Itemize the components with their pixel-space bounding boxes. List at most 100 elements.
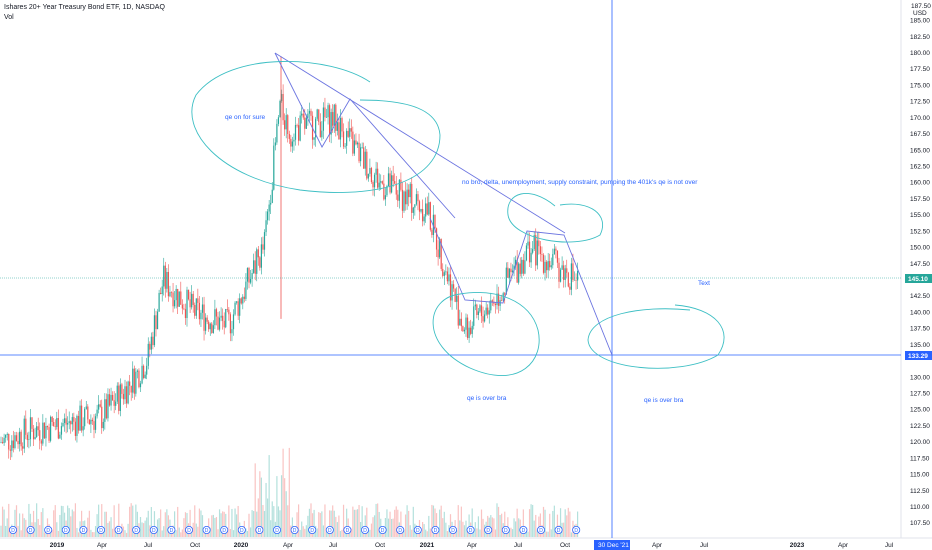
- volume-bar: [542, 506, 545, 537]
- dividend-marker[interactable]: D: [343, 526, 352, 535]
- volume-bar: [39, 525, 41, 537]
- time-tick: Apr: [467, 542, 478, 549]
- dividend-marker[interactable]: D: [572, 526, 581, 535]
- volume-bar: [319, 512, 321, 537]
- time-axis[interactable]: 2019 Apr Jul Oct 2020 Apr Jul Oct 2021 Apr Jul Oct A…: [50, 542, 894, 549]
- candle: [146, 357, 148, 380]
- candle: [156, 308, 159, 330]
- candle: [177, 288, 179, 315]
- volume-bar: [471, 508, 473, 537]
- candle: [394, 173, 396, 184]
- candle: [558, 257, 560, 289]
- volume-bar: [161, 530, 163, 537]
- candle: [45, 417, 47, 447]
- dividend-marker[interactable]: D: [308, 526, 317, 535]
- volume-bar: [567, 507, 569, 537]
- ellipse-bottom[interactable]: [432, 292, 540, 377]
- dividend-marker[interactable]: D: [519, 526, 528, 535]
- annotation-qe-over-1[interactable]: qe is over bra: [467, 395, 507, 402]
- volume-bar: [457, 505, 459, 537]
- ellipse-mid[interactable]: [507, 193, 603, 243]
- volume-bar: [392, 518, 394, 537]
- dividend-marker[interactable]: D: [448, 526, 457, 535]
- annotation-qe-over-2[interactable]: qe is over bra: [644, 397, 684, 404]
- annotation-qe-on[interactable]: qe on for sure: [225, 114, 265, 121]
- dividend-marker[interactable]: D: [114, 526, 123, 535]
- annotation-no-bro[interactable]: no bro, delta, unemployment, supply cons…: [462, 179, 698, 186]
- dividend-marker[interactable]: D: [132, 526, 141, 535]
- dividend-marker[interactable]: D: [149, 526, 158, 535]
- dividend-marker[interactable]: D: [413, 526, 422, 535]
- freehand-drawings[interactable]: [191, 60, 725, 377]
- dividend-marker[interactable]: D: [202, 526, 211, 535]
- dividend-marker[interactable]: D: [237, 526, 246, 535]
- ellipse-right[interactable]: [587, 304, 725, 369]
- volume-bar: [412, 506, 414, 537]
- candle: [466, 314, 469, 340]
- trendline-down-1[interactable]: [274, 52, 456, 219]
- candle: [367, 173, 369, 182]
- volume-bar: [409, 525, 411, 537]
- candle: [226, 299, 228, 313]
- candle: [364, 145, 366, 176]
- trendlines[interactable]: [274, 52, 613, 356]
- price-axis[interactable]: 187.50 USD 185.00 182.50 180.00 177.50 175.0…: [910, 3, 931, 527]
- dividend-marker[interactable]: D: [360, 526, 369, 535]
- volume-bar: [164, 512, 166, 537]
- volume-bar: [34, 522, 36, 537]
- dividend-marker[interactable]: D: [44, 526, 53, 535]
- dividend-marker[interactable]: D: [378, 526, 387, 535]
- volume-bar: [50, 532, 52, 537]
- candle: [293, 133, 295, 151]
- volume-bar: [437, 532, 439, 537]
- dividend-marker[interactable]: D: [255, 526, 264, 535]
- candle: [519, 257, 521, 277]
- symbol-title[interactable]: Ishares 20+ Year Treasury Bond ETF, 1D, …: [4, 4, 165, 11]
- dividend-marker[interactable]: D: [396, 526, 405, 535]
- dividend-marker[interactable]: D: [290, 526, 299, 535]
- dividend-marker[interactable]: D: [537, 526, 546, 535]
- trendline-top[interactable]: [274, 52, 566, 234]
- candle: [342, 123, 345, 149]
- ellipse-top[interactable]: [191, 60, 441, 193]
- candle: [94, 413, 97, 434]
- dividend-marker[interactable]: D: [184, 526, 193, 535]
- dividend-marker[interactable]: D: [220, 526, 229, 535]
- volume-bar: [257, 498, 259, 537]
- candle: [87, 404, 89, 424]
- candle: [280, 89, 283, 103]
- dividend-marker[interactable]: D: [501, 526, 510, 535]
- candle: [26, 432, 28, 448]
- candle: [425, 197, 427, 223]
- price-tick: 152.50: [910, 228, 930, 235]
- candle: [311, 111, 314, 149]
- dividend-marker[interactable]: D: [484, 526, 493, 535]
- dividend-marker[interactable]: D: [8, 526, 17, 535]
- candle: [263, 229, 266, 257]
- volume-bar: [74, 503, 76, 537]
- candle: [456, 287, 458, 310]
- dividend-marker[interactable]: D: [61, 526, 70, 535]
- volume-bar: [73, 511, 75, 537]
- volume-bar: [443, 511, 445, 537]
- dividend-marker[interactable]: D: [466, 526, 475, 535]
- price-tick: 142.50: [910, 293, 930, 300]
- trendline-down-2[interactable]: [429, 217, 613, 356]
- dividend-marker[interactable]: D: [79, 526, 88, 535]
- volume-bar: [468, 514, 470, 537]
- dividend-marker[interactable]: D: [431, 526, 440, 535]
- candle: [403, 190, 405, 213]
- svg-text:D: D: [486, 528, 490, 534]
- dividend-marker[interactable]: D: [97, 526, 106, 535]
- dividend-marker[interactable]: D: [26, 526, 35, 535]
- dividend-marker[interactable]: D: [272, 526, 281, 535]
- volume-indicator-label[interactable]: Vol: [4, 14, 14, 21]
- dividend-marker[interactable]: D: [554, 526, 563, 535]
- annotation-text[interactable]: Text: [698, 280, 710, 287]
- volume-bar: [223, 511, 225, 537]
- candle: [20, 429, 22, 451]
- volume-bar: [130, 503, 132, 537]
- dividend-marker[interactable]: D: [325, 526, 334, 535]
- dividend-marker[interactable]: D: [167, 526, 176, 535]
